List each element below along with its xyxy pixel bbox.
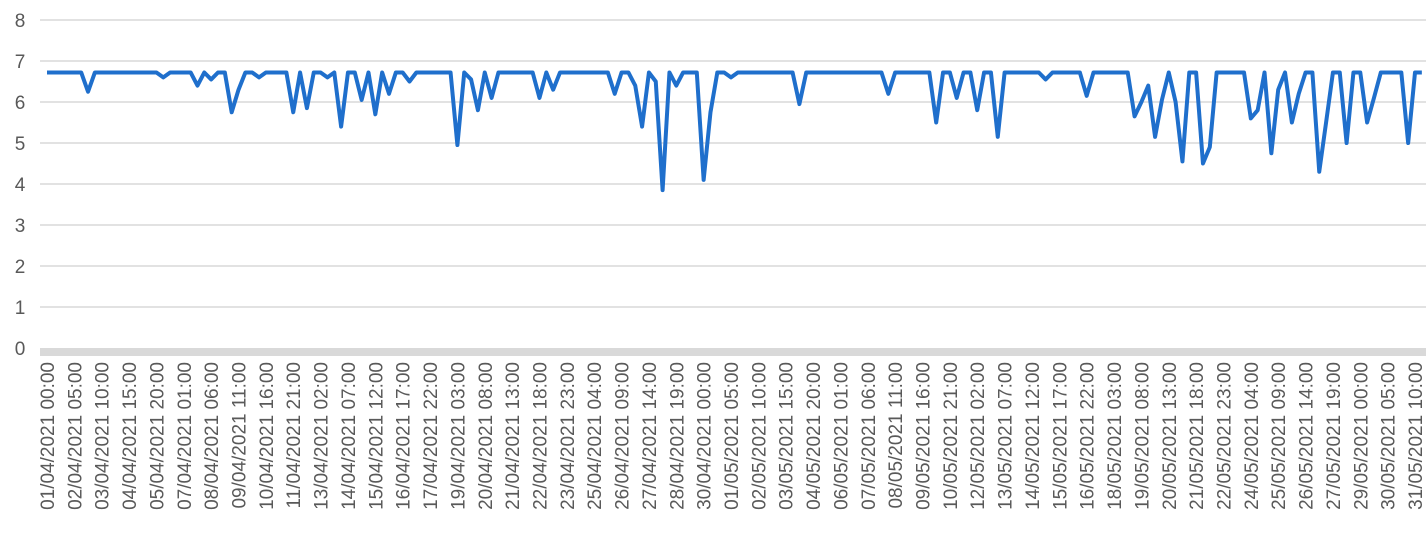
x-tick-label: 12/05/2021 02:00 bbox=[968, 362, 989, 510]
x-tick-label: 14/04/2021 07:00 bbox=[339, 362, 360, 510]
x-tick-label: 01/05/2021 05:00 bbox=[722, 362, 743, 510]
y-tick-label: 6 bbox=[15, 93, 26, 114]
x-tick-label: 10/05/2021 21:00 bbox=[941, 362, 962, 510]
y-tick-label: 0 bbox=[15, 339, 26, 360]
x-tick-label: 18/05/2021 03:00 bbox=[1105, 362, 1126, 510]
x-tick-label: 01/04/2021 00:00 bbox=[38, 362, 59, 510]
x-tick-label: 04/04/2021 15:00 bbox=[120, 362, 141, 510]
x-tick-label: 07/04/2021 01:00 bbox=[175, 362, 196, 510]
x-tick-label: 13/05/2021 07:00 bbox=[996, 362, 1017, 510]
x-tick-label: 14/05/2021 12:00 bbox=[1023, 362, 1044, 510]
x-tick-label: 05/04/2021 20:00 bbox=[147, 362, 168, 510]
y-tick-label: 5 bbox=[15, 134, 26, 155]
x-tick-label: 30/04/2021 00:00 bbox=[695, 362, 716, 510]
x-tick-label: 22/05/2021 23:00 bbox=[1214, 362, 1235, 510]
x-tick-label: 20/05/2021 13:00 bbox=[1160, 362, 1181, 510]
x-tick-label: 21/04/2021 13:00 bbox=[503, 362, 524, 510]
x-tick-label: 02/04/2021 05:00 bbox=[65, 362, 86, 510]
x-tick-label: 08/05/2021 11:00 bbox=[886, 362, 907, 509]
x-tick-label: 21/05/2021 18:00 bbox=[1187, 362, 1208, 510]
x-tick-label: 31/05/2021 10:00 bbox=[1406, 362, 1426, 510]
x-tick-label: 04/05/2021 20:00 bbox=[804, 362, 825, 510]
x-tick-label: 02/05/2021 10:00 bbox=[749, 362, 770, 510]
x-tick-label: 17/04/2021 22:00 bbox=[421, 362, 442, 510]
x-tick-label: 16/05/2021 22:00 bbox=[1078, 362, 1099, 510]
x-tick-label: 11/04/2021 21:00 bbox=[284, 362, 305, 509]
x-tick-label: 24/05/2021 04:00 bbox=[1242, 362, 1263, 510]
x-tick-label: 27/05/2021 19:00 bbox=[1324, 362, 1345, 510]
x-tick-label: 25/05/2021 09:00 bbox=[1269, 362, 1290, 510]
x-tick-label: 10/04/2021 16:00 bbox=[257, 362, 278, 510]
x-tick-label: 07/05/2021 06:00 bbox=[859, 362, 880, 510]
x-tick-label: 09/04/2021 11:00 bbox=[230, 362, 251, 509]
y-tick-label: 3 bbox=[15, 216, 26, 237]
x-tick-label: 25/04/2021 04:00 bbox=[585, 362, 606, 510]
x-tick-label: 28/04/2021 19:00 bbox=[667, 362, 688, 510]
x-tick-label: 16/04/2021 17:00 bbox=[394, 362, 415, 510]
x-tick-label: 03/05/2021 15:00 bbox=[777, 362, 798, 510]
y-tick-label: 2 bbox=[15, 257, 26, 278]
x-tick-label: 27/04/2021 14:00 bbox=[640, 362, 661, 510]
x-tick-label: 19/04/2021 03:00 bbox=[448, 362, 469, 510]
x-tick-label: 20/04/2021 08:00 bbox=[476, 362, 497, 510]
x-tick-label: 08/04/2021 06:00 bbox=[202, 362, 223, 510]
x-tick-label: 26/04/2021 09:00 bbox=[613, 362, 634, 510]
x-tick-label: 06/05/2021 01:00 bbox=[831, 362, 852, 510]
y-tick-label: 4 bbox=[15, 175, 26, 196]
y-tick-label: 1 bbox=[15, 298, 26, 319]
x-tick-label: 15/04/2021 12:00 bbox=[366, 362, 387, 510]
y-tick-label: 7 bbox=[15, 52, 26, 73]
x-tick-label: 03/04/2021 10:00 bbox=[93, 362, 114, 510]
x-tick-label: 13/04/2021 02:00 bbox=[312, 362, 333, 510]
x-tick-label: 26/05/2021 14:00 bbox=[1297, 362, 1318, 510]
data-line bbox=[47, 70, 1422, 193]
x-tick-label: 22/04/2021 18:00 bbox=[530, 362, 551, 510]
y-tick-label: 8 bbox=[15, 11, 26, 32]
x-tick-label: 19/05/2021 08:00 bbox=[1132, 362, 1153, 510]
x-tick-label: 30/05/2021 05:00 bbox=[1379, 362, 1400, 510]
x-tick-label: 09/05/2021 16:00 bbox=[914, 362, 935, 510]
x-tick-label: 29/05/2021 00:00 bbox=[1351, 362, 1372, 510]
x-tick-label: 15/05/2021 17:00 bbox=[1050, 362, 1071, 510]
x-tick-label: 23/04/2021 23:00 bbox=[558, 362, 579, 510]
